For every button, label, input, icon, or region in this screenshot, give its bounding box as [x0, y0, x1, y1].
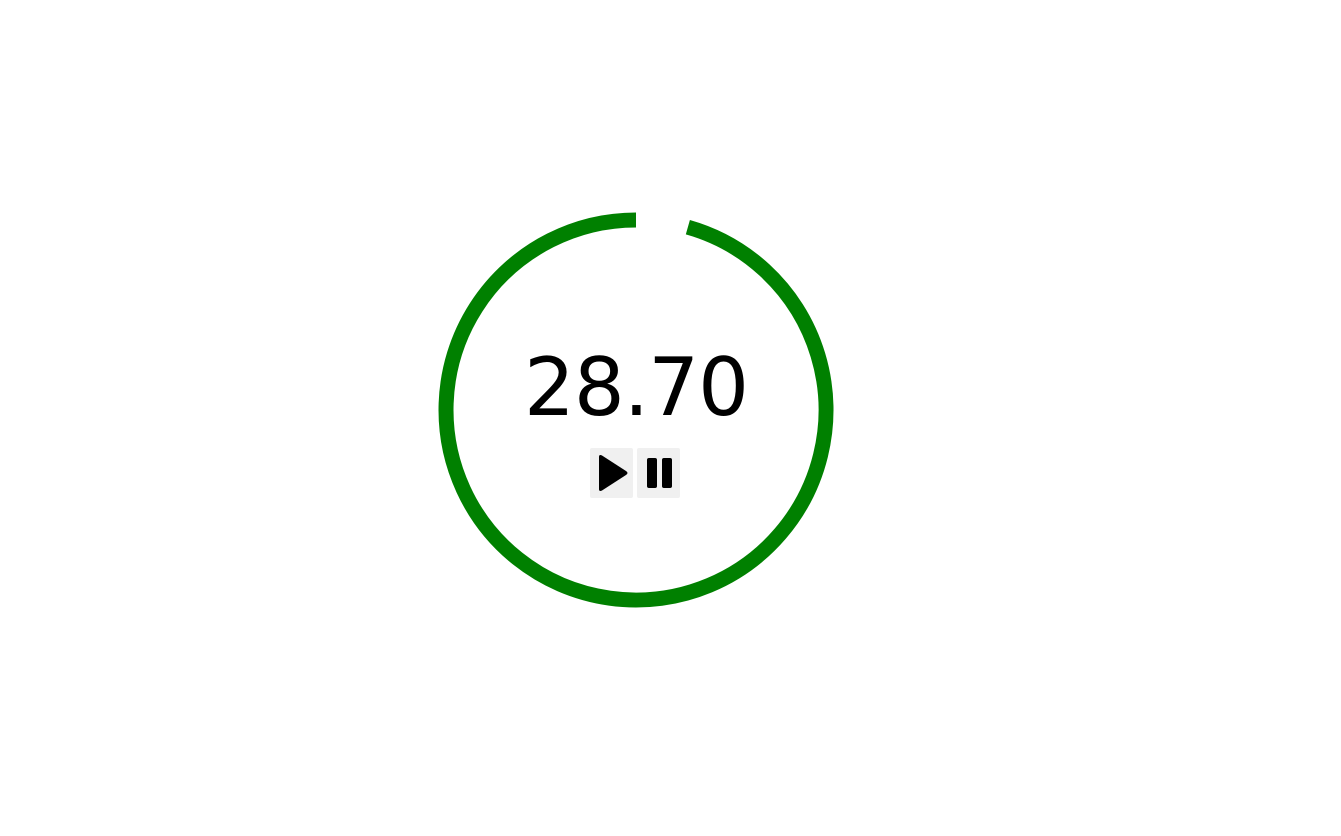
- timer-controls: [590, 448, 680, 498]
- play-icon: [598, 455, 627, 491]
- progress-arc: [438, 212, 834, 608]
- play-button[interactable]: [590, 448, 633, 498]
- pause-icon: [646, 458, 672, 488]
- pause-button[interactable]: [637, 448, 680, 498]
- progress-ring: [438, 212, 834, 608]
- time-remaining: 28.70: [523, 341, 749, 434]
- countdown-timer: 28.70: [438, 212, 834, 608]
